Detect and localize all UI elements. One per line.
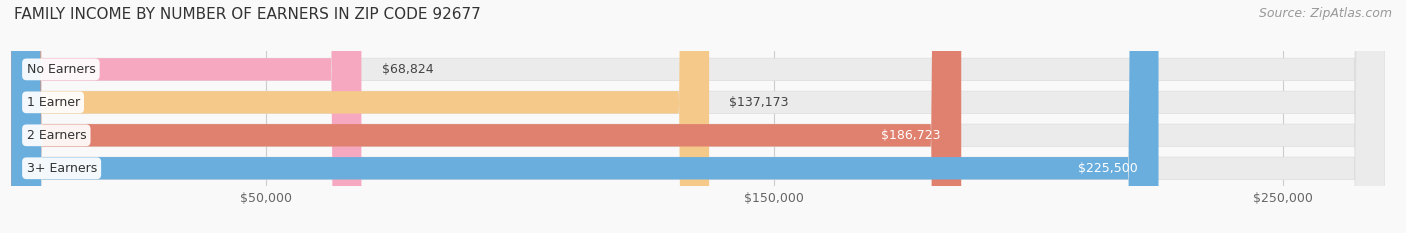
Text: 1 Earner: 1 Earner <box>27 96 80 109</box>
FancyBboxPatch shape <box>11 0 1159 233</box>
Text: No Earners: No Earners <box>27 63 96 76</box>
Text: $137,173: $137,173 <box>730 96 789 109</box>
Text: 3+ Earners: 3+ Earners <box>27 162 97 175</box>
Text: $225,500: $225,500 <box>1078 162 1139 175</box>
FancyBboxPatch shape <box>11 0 1385 233</box>
Text: $68,824: $68,824 <box>382 63 433 76</box>
FancyBboxPatch shape <box>11 0 962 233</box>
Text: $186,723: $186,723 <box>882 129 941 142</box>
FancyBboxPatch shape <box>11 0 361 233</box>
FancyBboxPatch shape <box>11 0 1385 233</box>
FancyBboxPatch shape <box>11 0 1385 233</box>
Text: 2 Earners: 2 Earners <box>27 129 86 142</box>
FancyBboxPatch shape <box>11 0 709 233</box>
FancyBboxPatch shape <box>11 0 1385 233</box>
Text: Source: ZipAtlas.com: Source: ZipAtlas.com <box>1258 7 1392 20</box>
Text: FAMILY INCOME BY NUMBER OF EARNERS IN ZIP CODE 92677: FAMILY INCOME BY NUMBER OF EARNERS IN ZI… <box>14 7 481 22</box>
